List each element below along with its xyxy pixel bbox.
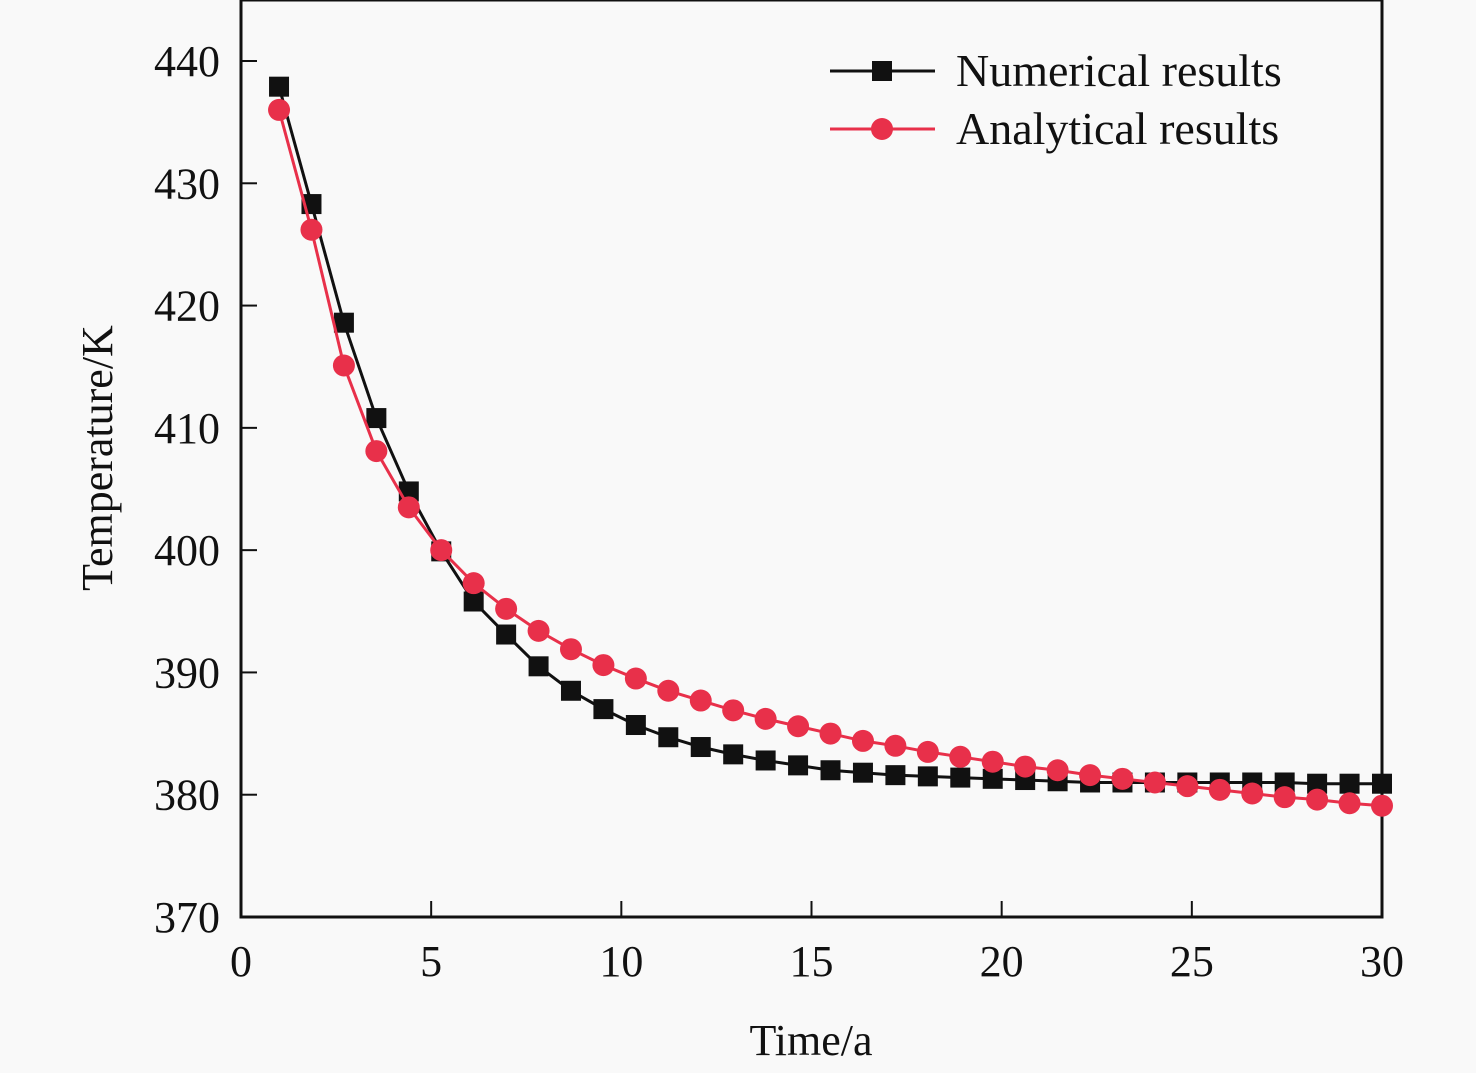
data-point-circle — [981, 750, 1004, 773]
series-line — [277, 109, 1383, 808]
data-point-circle — [1014, 755, 1037, 778]
y-tick-label: 430 — [154, 159, 220, 208]
data-point-circle — [1111, 767, 1134, 790]
data-point-circle — [884, 734, 907, 757]
data-point-circle — [462, 572, 485, 595]
data-point-square — [917, 766, 938, 787]
data-point-circle — [397, 496, 420, 519]
data-point-circle — [495, 597, 518, 620]
y-tick-label: 370 — [154, 893, 220, 942]
legend-item-analytical: Analytical results — [830, 103, 1279, 154]
x-axis-title: Time/a — [749, 1016, 872, 1065]
data-point-circle — [819, 722, 842, 745]
data-point-circle — [1046, 759, 1069, 782]
data-point-circle — [1338, 792, 1361, 815]
data-point-circle — [624, 667, 647, 690]
legend-item-numerical: Numerical results — [830, 45, 1282, 96]
data-point-circle — [722, 699, 745, 722]
data-point-square — [982, 768, 1003, 789]
data-point-square — [560, 680, 581, 701]
legend-marker-circle — [871, 118, 893, 140]
data-point-square — [690, 737, 711, 758]
data-point-circle — [754, 707, 777, 730]
data-point-square — [269, 76, 290, 97]
x-axis-ticks: 0 5 10 15 20 25 30 — [230, 901, 1404, 986]
data-point-square — [593, 699, 614, 720]
data-point-circle — [527, 619, 550, 642]
data-point-circle — [1306, 788, 1329, 811]
data-point-square — [950, 767, 971, 788]
data-point-square — [366, 408, 387, 429]
legend-marker-square — [872, 61, 892, 81]
x-tick-label: 0 — [230, 937, 252, 986]
x-tick-label: 30 — [1360, 937, 1404, 986]
x-tick-label: 10 — [599, 937, 643, 986]
data-point-circle — [592, 654, 615, 677]
y-tick-label: 440 — [154, 37, 220, 86]
data-point-circle — [332, 354, 355, 377]
data-point-square — [463, 591, 484, 612]
data-point-square — [788, 755, 809, 776]
data-point-circle — [657, 679, 680, 702]
data-point-circle — [365, 440, 388, 463]
data-point-circle — [949, 745, 972, 768]
data-point-square — [528, 656, 549, 677]
legend-label-analytical: Analytical results — [956, 103, 1279, 154]
data-point-square — [333, 312, 354, 333]
data-point-square — [658, 727, 679, 748]
x-tick-label: 5 — [420, 937, 442, 986]
x-tick-label: 15 — [790, 937, 834, 986]
data-point-circle — [916, 740, 939, 763]
data-point-circle — [1273, 786, 1296, 809]
data-point-circle — [268, 98, 291, 121]
y-tick-label: 380 — [154, 771, 220, 820]
data-point-square — [885, 765, 906, 786]
x-tick-label: 20 — [980, 937, 1024, 986]
data-point-square — [755, 750, 776, 771]
data-point-circle — [300, 218, 323, 241]
x-tick-label: 25 — [1170, 937, 1214, 986]
y-tick-label: 390 — [154, 648, 220, 697]
data-point-square — [723, 744, 744, 765]
y-tick-label: 410 — [154, 404, 220, 453]
data-point-circle — [787, 715, 810, 738]
series-analytical — [268, 98, 1393, 817]
series-numerical — [269, 76, 1392, 794]
data-point-square — [820, 760, 841, 781]
data-point-square — [852, 762, 873, 783]
data-point-square — [625, 715, 646, 736]
series-layer — [268, 76, 1393, 817]
legend: Numerical results Analytical results — [830, 45, 1282, 154]
data-point-circle — [1371, 794, 1393, 817]
data-point-circle — [1079, 764, 1102, 787]
legend-label-numerical: Numerical results — [956, 45, 1282, 96]
y-axis-title: Temperature/K — [73, 325, 122, 591]
data-point-circle — [689, 689, 712, 712]
y-tick-label: 400 — [154, 526, 220, 575]
data-point-square — [496, 624, 517, 645]
y-axis-ticks: 370 380 390 400 410 420 430 440 — [154, 37, 257, 942]
data-point-circle — [1208, 778, 1231, 801]
y-tick-label: 420 — [154, 282, 220, 331]
data-point-circle — [1143, 771, 1166, 794]
data-point-circle — [1241, 782, 1264, 805]
data-point-circle — [1176, 775, 1199, 798]
data-point-circle — [559, 638, 582, 661]
data-point-circle — [430, 539, 453, 562]
data-point-circle — [851, 729, 874, 752]
data-point-square — [1307, 773, 1328, 794]
data-point-square — [1372, 773, 1392, 794]
data-point-square — [1339, 773, 1360, 794]
series-line — [277, 86, 1382, 786]
